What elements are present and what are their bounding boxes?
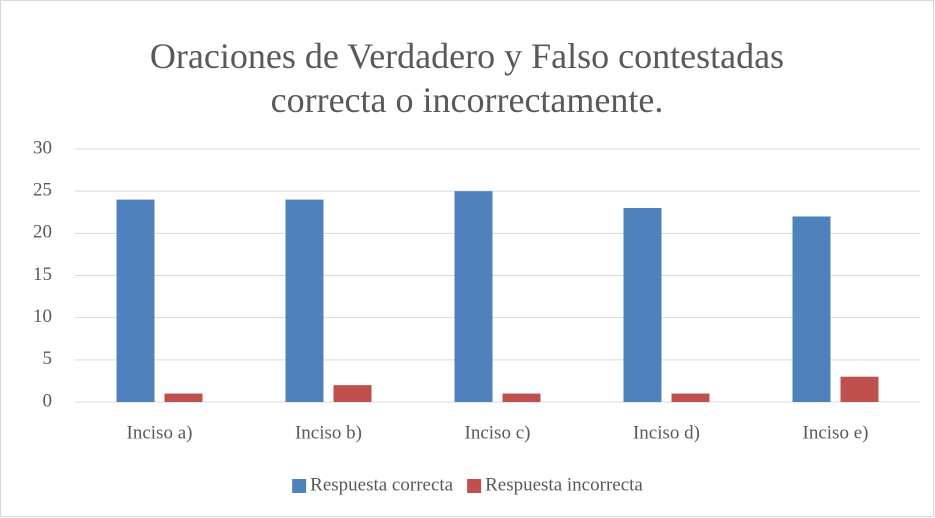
y-tick-label: 25 xyxy=(33,180,52,201)
x-tick-label: Inciso b) xyxy=(295,422,362,443)
y-tick-label: 30 xyxy=(33,137,52,158)
chart-title: Oraciones de Verdadero y Falso contestad… xyxy=(149,36,785,120)
legend-swatch xyxy=(292,479,307,493)
x-tick-label: Inciso d) xyxy=(633,422,700,443)
x-tick-label: Inciso e) xyxy=(803,422,869,443)
y-tick-label: 15 xyxy=(33,264,52,285)
bar xyxy=(454,191,493,402)
y-tick-label: 5 xyxy=(43,348,53,369)
legend-label: Respuesta incorrecta xyxy=(485,474,643,495)
y-tick-label: 10 xyxy=(33,306,52,327)
bar xyxy=(333,385,372,402)
bar xyxy=(840,376,879,402)
x-tick-label: Inciso a) xyxy=(127,422,193,443)
bar xyxy=(792,216,831,402)
legend-label: Respuesta correcta xyxy=(310,474,454,495)
y-tick-label: 0 xyxy=(43,390,53,411)
bar xyxy=(623,208,662,402)
bar xyxy=(164,393,203,402)
y-tick-label: 20 xyxy=(33,222,52,243)
bar xyxy=(285,199,324,402)
bar xyxy=(671,393,710,402)
legend-swatch xyxy=(467,479,482,493)
x-tick-label: Inciso c) xyxy=(465,422,531,443)
bar xyxy=(116,199,155,402)
bar xyxy=(502,393,541,402)
